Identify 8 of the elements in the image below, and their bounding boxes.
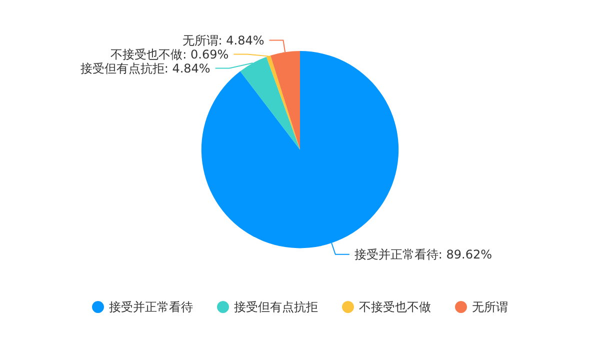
legend-label: 接受并正常看待 (109, 300, 193, 314)
legend-label: 不接受也不做 (359, 300, 431, 314)
data-label: 不接受也不做: 0.69% (110, 47, 229, 62)
data-label: 接受并正常看待: 89.62% (354, 247, 492, 262)
legend-label: 无所谓 (472, 300, 508, 314)
data-label: 无所谓: 4.84% (182, 33, 264, 48)
data-label: 接受但有点抗拒: 4.84% (80, 61, 210, 76)
legend-label: 接受但有点抗拒 (234, 300, 318, 314)
